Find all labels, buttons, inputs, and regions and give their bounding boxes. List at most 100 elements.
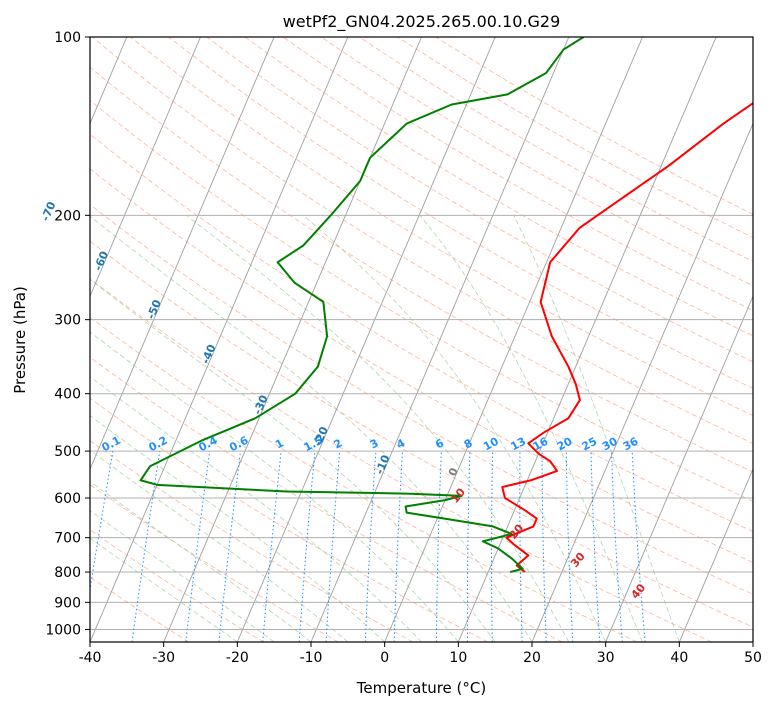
mixing-ratio-line: [435, 451, 442, 642]
dry-adiabat: [90, 397, 488, 642]
y-tick-label: 100: [54, 30, 81, 46]
isotherm: [678, 467, 753, 642]
moist-adiabat: [419, 215, 643, 642]
moist-adiabat: [513, 215, 680, 642]
mixing-ratio-line: [631, 451, 646, 642]
dry-adiabat: [90, 133, 753, 532]
dry-adiabat: [92, 37, 753, 444]
y-tick-label: 200: [54, 208, 81, 224]
moist-adiabat: [302, 215, 607, 642]
dry-adiabat: [90, 99, 753, 502]
dry-adiabat: [90, 66, 753, 473]
y-tick-label: 500: [54, 444, 81, 460]
y-tick-label: 1000: [45, 622, 81, 638]
mixing-ratio-line: [131, 451, 161, 642]
moist-adiabat: [90, 376, 422, 642]
x-tick-label: 0: [380, 650, 389, 666]
y-tick-label: 900: [54, 595, 81, 611]
dry-adiabat: [90, 484, 339, 642]
mixing-ratio-line: [590, 451, 601, 642]
isotherm: [90, 37, 201, 298]
x-tick-label: 10: [449, 650, 467, 666]
mixing-ratio-label: 25: [580, 435, 600, 454]
mixing-ratio-label: 1: [273, 436, 286, 451]
moist-adiabat: [185, 215, 570, 642]
mixing-ratio-label: 16: [531, 435, 551, 454]
isotherm-label: -80: [0, 157, 3, 181]
y-tick-label: 600: [54, 491, 81, 507]
isotherm: [457, 37, 717, 642]
moist-adiabat: [90, 278, 496, 642]
moist-adiabat: [90, 510, 275, 642]
x-tick-label: 20: [523, 650, 541, 666]
y-axis-label: Pressure (hPa): [11, 286, 29, 394]
x-axis-label: Temperature (°C): [356, 679, 486, 697]
dry-adiabat: [90, 356, 563, 642]
isotherm: [90, 37, 275, 471]
mixing-ratio-label: 30: [600, 435, 620, 454]
x-tick-label: -20: [226, 650, 249, 666]
x-tick-label: 40: [670, 650, 688, 666]
mixing-ratio-line: [185, 451, 211, 642]
isotherm: [90, 37, 349, 642]
chart-title: wetPf2_GN04.2025.265.00.10.G29: [283, 12, 561, 32]
x-tick-label: 50: [744, 650, 762, 666]
x-tick-label: 30: [597, 650, 615, 666]
moist-adiabat: [90, 331, 459, 642]
dry-adiabat: [282, 37, 753, 311]
dry-adiabat: [90, 278, 712, 642]
mixing-ratio-line: [565, 451, 574, 642]
dry-adiabat: [206, 37, 753, 363]
mixing-ratio-line: [298, 451, 316, 642]
dewpoint-profile-line: [139, 37, 585, 573]
isotherm: [531, 122, 753, 642]
dry-adiabat: [90, 168, 753, 563]
y-tick-label: 400: [54, 387, 81, 403]
axis-ticks: -40 -30 -20 -10 0 10 20 30 40 50 100 200 300 400 500 60…: [45, 30, 762, 666]
dry-adiabat: [90, 440, 414, 642]
y-tick-label: 700: [54, 531, 81, 547]
mixing-ratio-line: [262, 451, 282, 642]
dry-adiabat: [90, 240, 753, 628]
moist-adiabat-label: 20: [507, 521, 527, 541]
mixing-ratio-label: 4: [394, 436, 407, 451]
y-tick-label: 300: [54, 313, 81, 329]
moist-adiabat: [90, 415, 385, 642]
sounding-profiles: [139, 37, 753, 573]
mixing-ratio-label: 10: [481, 435, 501, 454]
reference-line-labels: 0.10.20.40.611.52346810131620253036-100-…: [0, 157, 648, 601]
x-tick-label: -10: [300, 650, 323, 666]
moist-adiabat-label: 40: [628, 581, 648, 601]
mixing-ratio-line: [90, 451, 114, 593]
isotherm: [752, 640, 753, 642]
mixing-ratio-line: [610, 451, 623, 642]
dry-adiabat: [90, 204, 753, 595]
mixing-ratio-line: [466, 451, 471, 642]
isotherm: [236, 37, 496, 642]
mixing-ratio-label: 20: [555, 435, 575, 454]
moist-adiabat: [90, 481, 312, 642]
moist-adiabat: [90, 215, 533, 642]
mixing-ratio-line: [218, 451, 242, 642]
temperature-profile-line: [501, 101, 753, 573]
moist-adiabat-label: 30: [568, 550, 588, 570]
reference-lines: [90, 37, 753, 642]
mixing-ratio-label: 6: [433, 436, 446, 451]
dry-adiabat: [244, 37, 753, 337]
x-tick-label: -40: [79, 650, 102, 666]
isotherm: [310, 37, 570, 642]
mixing-ratio-label: 3: [368, 436, 381, 451]
dry-adiabat: [168, 37, 753, 389]
isotherm: [605, 295, 753, 642]
isotherm: [163, 37, 422, 642]
moist-adiabat-label: 10: [448, 485, 468, 505]
y-tick-label: 800: [54, 565, 81, 581]
x-tick-label: -30: [152, 650, 175, 666]
plot-frame: [89, 36, 754, 643]
mixing-ratio-label: 36: [621, 435, 641, 454]
isotherm: [384, 37, 643, 642]
mixing-ratio-label: 13: [508, 435, 528, 454]
dry-adiabat: [90, 316, 638, 642]
dry-adiabat: [90, 529, 264, 642]
